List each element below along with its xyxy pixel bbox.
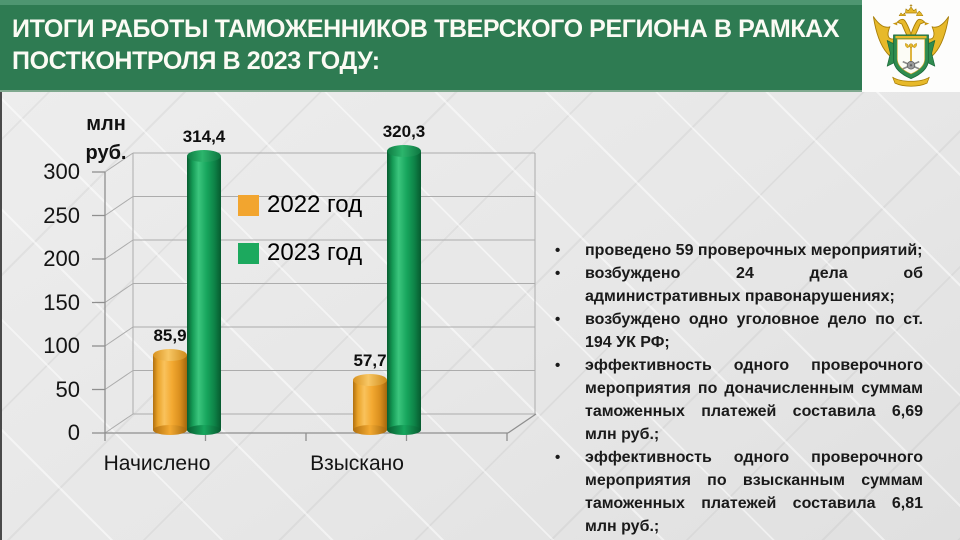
legend-swatch-2023 — [238, 242, 259, 264]
slide-title-line2: ПОСТКОНТРОЛЯ В 2023 ГОДУ: — [12, 47, 380, 75]
list-item: эффективность одного проверочного меропр… — [545, 446, 923, 538]
chart-legend: 2022 год 2023 год — [238, 190, 362, 286]
bar-value-label: 85,9 — [153, 326, 187, 346]
list-item: проведено 59 проверочных мероприятий; — [545, 239, 923, 262]
y-tick-label: 200 — [43, 246, 80, 271]
details-panel: проведено 59 проверочных мероприятий;воз… — [545, 239, 923, 538]
axis-unit-label: млн руб. — [80, 110, 132, 168]
y-tick-label: 50 — [55, 376, 80, 402]
axis-unit-line2: руб. — [85, 142, 127, 164]
y-tick-label: 0 — [67, 420, 80, 445]
y-tick-label: 300 — [43, 159, 80, 184]
list-item: возбуждено 24 дела об административных п… — [545, 262, 923, 308]
crown — [905, 6, 917, 14]
list-item: возбуждено одно уголовное дело по ст. 19… — [545, 308, 923, 354]
slide-title: ИТОГИ РАБОТЫ ТАМОЖЕННИКОВ ТВЕРСКОГО РЕГИ… — [12, 13, 857, 77]
eagle-heads — [896, 18, 926, 43]
legend-swatch-2022 — [238, 194, 259, 216]
bar-value-label: 320,3 — [382, 122, 426, 142]
legend-label-2022: 2022 год — [267, 191, 363, 218]
left-edge-line — [0, 92, 2, 540]
bar-chart: млн руб. 2022 год 2023 год 0 50 100 150 200 2… — [0, 92, 545, 540]
slide-title-line1: ИТОГИ РАБОТЫ ТАМОЖЕННИКОВ ТВЕРСКОГО РЕГИ… — [12, 15, 840, 43]
bar-2023-Начислено — [187, 150, 221, 435]
list-item: эффективность одного проверочного меропр… — [545, 354, 923, 446]
y-tick-label: 150 — [43, 289, 80, 315]
bar-value-label: 57,7 — [353, 350, 387, 370]
header-bar: ИТОГИ РАБОТЫ ТАМОЖЕННИКОВ ТВЕРСКОГО РЕГИ… — [0, 0, 960, 92]
legend-label-2023: 2023 год — [267, 239, 363, 266]
bar-2023-Взыскано — [387, 145, 421, 435]
axis-unit-line1: млн — [86, 113, 126, 135]
bar-value-label: 314,4 — [182, 127, 226, 147]
category-label: Начислено — [103, 452, 211, 475]
legend-item-2023: 2023 год — [238, 238, 362, 268]
y-tick-label: 100 — [43, 333, 80, 358]
logo-panel — [862, 0, 960, 92]
content-area: млн руб. 2022 год 2023 год 0 50 100 150 200 2… — [0, 92, 960, 540]
bullet-list: проведено 59 проверочных мероприятий;воз… — [545, 239, 923, 538]
category-label: Взыскано — [310, 452, 404, 475]
legend-item-2022: 2022 год — [238, 190, 362, 220]
bar-2022-Начислено — [153, 349, 187, 435]
bar-2022-Взыскано — [353, 373, 387, 436]
y-tick-label: 250 — [43, 202, 80, 228]
customs-emblem-icon — [872, 4, 950, 87]
